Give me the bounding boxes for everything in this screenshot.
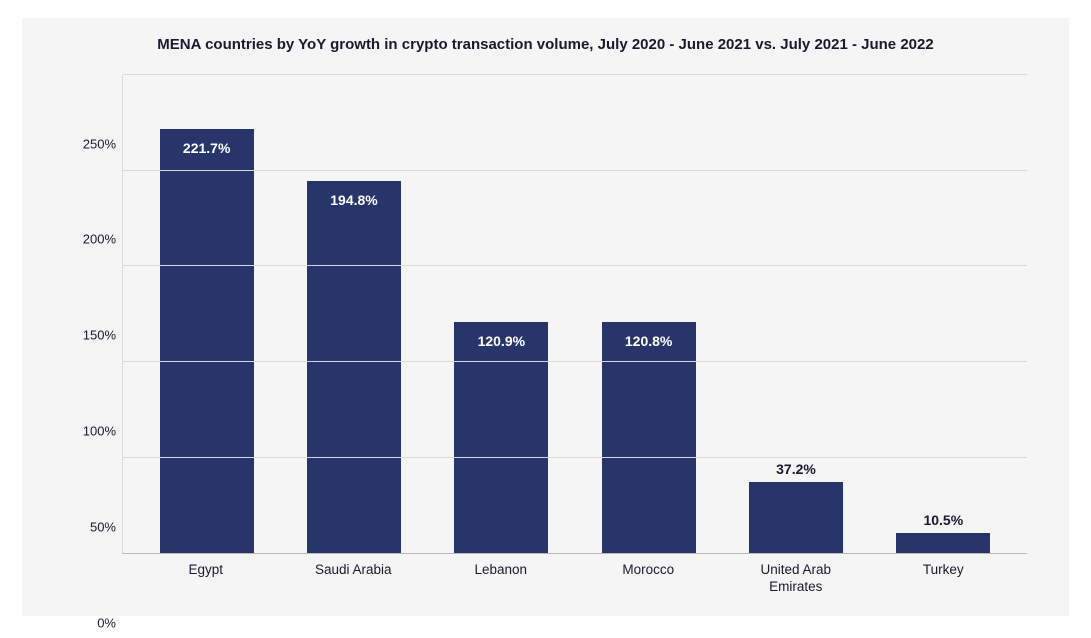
x-category-label: Lebanon bbox=[427, 562, 575, 596]
y-tick-label: 100% bbox=[83, 424, 116, 439]
bar-slot: 120.9% bbox=[428, 75, 575, 553]
y-tick-label: 250% bbox=[83, 136, 116, 151]
bar-value-label: 120.8% bbox=[625, 333, 672, 349]
bar: 10.5% bbox=[896, 533, 990, 553]
bar-value-label: 37.2% bbox=[776, 461, 816, 477]
gridline bbox=[123, 361, 1027, 362]
gridline bbox=[123, 265, 1027, 266]
y-tick-label: 200% bbox=[83, 232, 116, 247]
y-tick-label: 0% bbox=[97, 615, 116, 630]
plot-column: 221.7% 194.8% 120.9% 120.8% 37.2% 10.5% Egypt… bbox=[122, 75, 1027, 596]
y-axis: 0%50%100%150%200%250% bbox=[64, 75, 122, 596]
x-category-label: Egypt bbox=[132, 562, 280, 596]
y-tick-label: 150% bbox=[83, 328, 116, 343]
gridline bbox=[123, 170, 1027, 171]
bar-value-label: 194.8% bbox=[330, 192, 377, 208]
x-category-label: Turkey bbox=[870, 562, 1018, 596]
plot-area: 221.7% 194.8% 120.9% 120.8% 37.2% 10.5% bbox=[122, 75, 1027, 554]
bar-slot: 37.2% bbox=[722, 75, 869, 553]
x-category-label: Saudi Arabia bbox=[280, 562, 428, 596]
bar: 37.2% bbox=[749, 482, 843, 553]
bar-value-label: 10.5% bbox=[923, 512, 963, 528]
bar-slot: 194.8% bbox=[280, 75, 427, 553]
bar-slot: 10.5% bbox=[870, 75, 1017, 553]
gridline bbox=[123, 74, 1027, 75]
bar: 221.7% bbox=[160, 129, 254, 553]
gridline bbox=[123, 457, 1027, 458]
bar-value-label: 120.9% bbox=[478, 333, 525, 349]
bar-slot: 120.8% bbox=[575, 75, 722, 553]
bar-slot: 221.7% bbox=[133, 75, 280, 553]
bar-value-label: 221.7% bbox=[183, 140, 230, 156]
chart-panel: MENA countries by YoY growth in crypto t… bbox=[22, 18, 1069, 616]
chart-body: 0%50%100%150%200%250% 221.7%194.8%120.9%… bbox=[64, 75, 1027, 596]
x-category-label: United ArabEmirates bbox=[722, 562, 870, 596]
x-axis: EgyptSaudi ArabiaLebanonMoroccoUnited Ar… bbox=[122, 554, 1027, 596]
outer-frame: MENA countries by YoY growth in crypto t… bbox=[0, 0, 1091, 638]
y-tick-label: 50% bbox=[90, 519, 116, 534]
bar: 120.9% bbox=[454, 322, 548, 553]
bars-container: 221.7% 194.8% 120.9% 120.8% 37.2% 10.5% bbox=[123, 75, 1027, 553]
chart-title: MENA countries by YoY growth in crypto t… bbox=[64, 36, 1027, 53]
bar: 194.8% bbox=[307, 181, 401, 554]
x-category-label: Morocco bbox=[575, 562, 723, 596]
bar: 120.8% bbox=[602, 322, 696, 553]
